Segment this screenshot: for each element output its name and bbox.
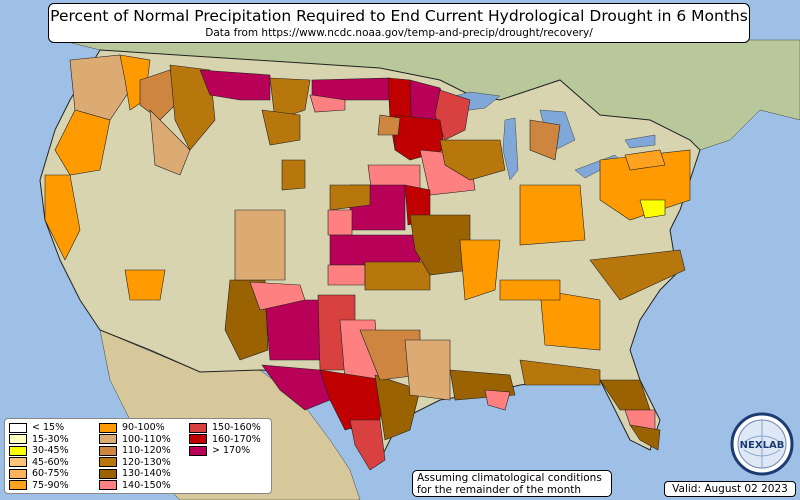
legend-item: 45-60% xyxy=(9,457,99,469)
drought-region xyxy=(499,279,561,301)
legend-label: > 170% xyxy=(212,445,251,457)
drought-region xyxy=(261,109,301,146)
note-line-1: Assuming climatological conditions xyxy=(417,472,602,484)
legend-label: 75-90% xyxy=(32,479,69,491)
legend-item: 160-170% xyxy=(189,434,275,446)
legend-swatch xyxy=(99,468,117,479)
legend-swatch xyxy=(189,422,207,433)
drought-region xyxy=(329,234,421,266)
legend-label: 120-130% xyxy=(122,456,171,468)
legend-label: 160-170% xyxy=(212,433,261,445)
legend-label: 130-140% xyxy=(122,468,171,480)
note-line-2: for the remainder of the month xyxy=(417,484,582,496)
drought-region xyxy=(264,299,321,361)
drought-region xyxy=(269,77,311,121)
legend-label: 140-150% xyxy=(122,479,171,491)
legend-label: 30-45% xyxy=(32,445,69,457)
drought-region xyxy=(169,64,216,151)
drought-region xyxy=(639,199,666,219)
legend-label: 45-60% xyxy=(32,456,69,468)
legend-item: 15-30% xyxy=(9,434,99,446)
legend-swatch xyxy=(189,445,207,456)
drought-region xyxy=(484,389,511,411)
drought-region xyxy=(589,249,686,301)
drought-region xyxy=(281,159,306,191)
legend-label: 110-120% xyxy=(122,445,171,457)
page-title: Percent of Normal Precipitation Required… xyxy=(50,7,748,25)
legend-label: < 15% xyxy=(32,422,65,434)
drought-region xyxy=(539,289,601,351)
logo-text: NEXLAB xyxy=(740,440,785,451)
legend-label: 150-160% xyxy=(212,422,261,434)
drought-region xyxy=(329,184,371,211)
legend-label: 60-75% xyxy=(32,468,69,480)
drought-region xyxy=(327,209,353,236)
legend-swatch xyxy=(9,457,27,468)
drought-region xyxy=(377,114,401,136)
legend-item: 100-110% xyxy=(99,434,189,446)
drought-region xyxy=(124,269,166,301)
legend-swatch xyxy=(99,480,117,491)
legend-item: 140-150% xyxy=(99,480,189,492)
drought-region xyxy=(439,139,506,181)
drought-region xyxy=(249,281,306,311)
title-box: Percent of Normal Precipitation Required… xyxy=(48,3,750,43)
legend-item: 90-100% xyxy=(99,422,189,434)
legend-item: 130-140% xyxy=(99,468,189,480)
drought-region xyxy=(139,69,181,121)
drought-region xyxy=(519,359,601,386)
drought-region xyxy=(199,69,271,101)
lake-michigan xyxy=(502,117,519,181)
legend-item: > 170% xyxy=(189,445,275,457)
drought-region xyxy=(54,109,111,176)
drought-region xyxy=(44,174,81,261)
legend-swatch xyxy=(99,434,117,445)
page-subtitle: Data from https://www.ncdc.noaa.gov/temp… xyxy=(205,27,593,39)
legend-swatch xyxy=(9,434,27,445)
legend-swatch xyxy=(99,422,117,433)
drought-region xyxy=(374,374,421,441)
drought-region xyxy=(234,209,286,281)
drought-region xyxy=(409,214,471,276)
legend-item: 150-160% xyxy=(189,422,275,434)
drought-region xyxy=(311,77,393,101)
drought-region xyxy=(529,119,561,161)
assumption-note: Assuming climatological conditions for t… xyxy=(412,470,612,497)
legend: < 15% 15-30% 30-45% 45-60% 60-75% 75-90% 90-10… xyxy=(4,418,272,494)
legend-swatch xyxy=(99,445,117,456)
drought-regions xyxy=(44,54,691,471)
drought-region xyxy=(404,339,451,401)
legend-item: 75-90% xyxy=(9,480,99,492)
drought-region xyxy=(519,184,586,246)
drought-region xyxy=(261,364,331,411)
legend-swatch xyxy=(9,468,27,479)
drought-region xyxy=(624,149,666,171)
nexlab-logo: NEXLAB xyxy=(730,412,794,476)
drought-region xyxy=(69,54,131,121)
valid-date: Valid: August 02 2023 xyxy=(664,481,796,497)
legend-swatch xyxy=(189,434,207,445)
legend-item: 120-130% xyxy=(99,457,189,469)
drought-region xyxy=(459,239,501,301)
legend-label: 15-30% xyxy=(32,433,69,445)
drought-region xyxy=(149,109,191,176)
legend-item: 30-45% xyxy=(9,445,99,457)
legend-label: 100-110% xyxy=(122,433,171,445)
legend-item: 110-120% xyxy=(99,445,189,457)
legend-item: < 15% xyxy=(9,422,99,434)
legend-swatch xyxy=(99,457,117,468)
drought-region xyxy=(434,89,471,141)
drought-region xyxy=(349,419,386,471)
legend-swatch xyxy=(9,480,27,491)
legend-swatch xyxy=(9,445,27,456)
lake-ontario xyxy=(624,134,656,149)
legend-label: 90-100% xyxy=(122,422,165,434)
legend-item: 60-75% xyxy=(9,468,99,480)
drought-region xyxy=(327,264,366,286)
legend-swatch xyxy=(9,422,27,433)
drought-region xyxy=(629,424,661,451)
drought-region xyxy=(364,261,431,291)
